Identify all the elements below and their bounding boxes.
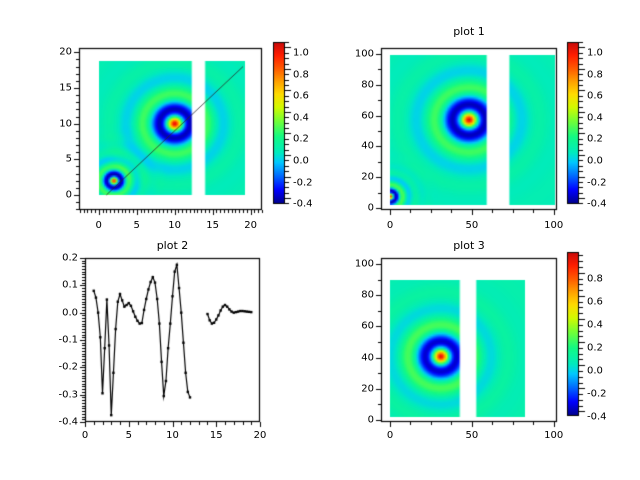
tick-label: 20 xyxy=(361,171,374,183)
tick-label: 100 xyxy=(354,48,374,60)
tick-label: 40 xyxy=(361,140,374,152)
colorbar-canvas-plot1 xyxy=(566,38,606,220)
tick-label: 0.4 xyxy=(587,112,603,124)
tick-label: -0.2 xyxy=(293,177,313,189)
tick-label: -0.4 xyxy=(58,416,78,428)
tick-label: 0.8 xyxy=(587,69,603,81)
tick-label: 0 xyxy=(367,202,374,214)
tick-label: 0.2 xyxy=(293,133,309,145)
tick-label: 0 xyxy=(81,430,89,441)
tick-label: 0.0 xyxy=(587,155,603,167)
tick-label: 1.0 xyxy=(293,47,309,59)
tick-label: -0.3 xyxy=(58,389,78,401)
tick-label: 10 xyxy=(168,220,182,231)
tick-label: 15 xyxy=(59,82,72,94)
tick-label: 0 xyxy=(95,220,102,231)
tick-label: 100 xyxy=(544,430,564,441)
tick-label: 0.0 xyxy=(293,155,309,167)
tick-label: 100 xyxy=(354,258,374,270)
tick-label: 15 xyxy=(206,220,220,231)
colorbar-canvas-topleft xyxy=(272,38,312,220)
tick-label: 20 xyxy=(361,383,374,395)
tick-label: -0.4 xyxy=(293,198,313,210)
tick-label: 20 xyxy=(59,46,72,58)
tick-label: 0.8 xyxy=(293,69,309,81)
tick-label: 5 xyxy=(125,430,132,441)
tick-label: 100 xyxy=(544,220,564,231)
tick-label: 60 xyxy=(361,110,374,121)
tick-label: 40 xyxy=(361,352,374,364)
tick-label: 0.4 xyxy=(587,319,603,331)
tick-label: 0.6 xyxy=(587,296,603,308)
tick-label: -0.2 xyxy=(587,388,607,400)
tick-label: 10 xyxy=(59,118,72,130)
tick-label: 20 xyxy=(253,430,267,441)
tick-label: 0.8 xyxy=(587,273,603,285)
tick-label: -0.2 xyxy=(587,177,607,189)
tick-label: 0.6 xyxy=(587,90,603,102)
tick-label: -0.4 xyxy=(587,411,607,423)
tick-label: 0.2 xyxy=(587,133,603,145)
tick-label: 0.2 xyxy=(62,252,78,264)
colorbar-canvas-plot3 xyxy=(566,248,606,432)
tick-label: 1.0 xyxy=(587,47,603,59)
plot-title: plot 1 xyxy=(453,25,485,38)
tick-label: 5 xyxy=(65,153,72,165)
tick-label: 0 xyxy=(386,220,394,231)
tick-label: 0 xyxy=(367,414,374,426)
tick-label: 0 xyxy=(386,430,394,441)
tick-label: 80 xyxy=(361,289,374,301)
tick-label: 50 xyxy=(465,220,479,231)
tick-label: -0.1 xyxy=(58,334,78,346)
heatmap-canvas-plot1 xyxy=(371,38,575,228)
tick-label: 20 xyxy=(244,220,257,231)
tick-label: 0.4 xyxy=(293,112,309,124)
tick-label: 0.6 xyxy=(293,90,309,102)
tick-label: 5 xyxy=(133,220,140,231)
heatmap-canvas-plot3 xyxy=(371,248,575,440)
tick-label: -0.4 xyxy=(587,198,607,210)
tick-label: 15 xyxy=(209,430,223,441)
line-plot-canvas-plot2 xyxy=(75,248,278,440)
tick-label: 0.0 xyxy=(587,365,603,377)
heatmap-canvas-topleft xyxy=(69,38,280,228)
tick-label: 0.0 xyxy=(62,307,78,319)
tick-label: 0.1 xyxy=(62,279,78,291)
tick-label: 0 xyxy=(65,189,72,201)
tick-label: 80 xyxy=(361,79,374,91)
tick-label: -0.2 xyxy=(58,361,78,373)
tick-label: 0.2 xyxy=(587,342,603,354)
tick-label: 10 xyxy=(166,430,179,441)
tick-label: 50 xyxy=(465,430,479,441)
tick-label: 60 xyxy=(361,320,374,332)
